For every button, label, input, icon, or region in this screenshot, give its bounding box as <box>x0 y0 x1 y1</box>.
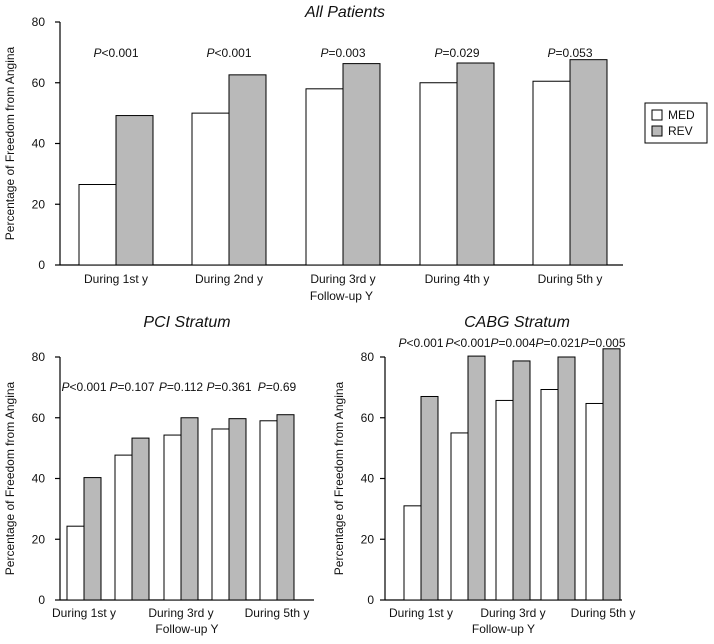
bar-med <box>259 420 278 601</box>
bar-med <box>191 112 230 266</box>
bar-med <box>540 389 559 601</box>
chart-title: PCI Stratum <box>143 314 230 331</box>
y-tick-label: 40 <box>361 472 375 486</box>
bar-rev <box>83 477 102 601</box>
bar-med <box>585 402 604 601</box>
bar-rev <box>602 348 621 601</box>
x-tick-label: During 1st y <box>389 606 453 620</box>
bar-rev <box>456 62 495 266</box>
bar-rev <box>569 59 608 266</box>
bar-rev <box>276 414 295 601</box>
chart-title: All Patients <box>304 4 385 21</box>
bar-med <box>495 399 514 601</box>
x-tick-label: During 2nd y <box>195 272 263 286</box>
p-value-label: P=0.004 <box>490 336 535 350</box>
y-tick-label: 0 <box>38 258 45 272</box>
p-value-label: P=0.69 <box>258 380 297 394</box>
legend-swatch-med <box>651 109 663 121</box>
y-axis-label: Percentage of Freedom from Angina <box>332 381 346 575</box>
bar-rev <box>342 63 381 266</box>
y-tick-label: 80 <box>32 350 46 364</box>
panel-pci-stratum: PCI Stratum 0 20 40 60 80 Percentage of Freedo… <box>3 314 314 636</box>
x-tick-label: During 5th y <box>245 606 310 620</box>
bar-med <box>419 82 458 266</box>
p-value-label: P=0.003 <box>320 46 365 60</box>
bar-rev <box>512 360 531 601</box>
x-tick-label: During 3rd y <box>480 606 545 620</box>
bar-med <box>211 428 230 601</box>
y-tick-label: 0 <box>367 593 374 607</box>
y-tick-label: 60 <box>32 76 46 90</box>
bar-rev <box>467 355 486 601</box>
p-value-label: P<0.001 <box>61 380 106 394</box>
bar-med <box>163 434 182 601</box>
panel-cabg-stratum: CABG Stratum 0 20 40 60 80 Percentage of Freed… <box>332 314 635 636</box>
bar-med <box>66 525 85 601</box>
p-value-label: P=0.021 <box>535 336 580 350</box>
x-tick-label: During 5th y <box>571 606 636 620</box>
bar-med <box>450 432 469 601</box>
x-axis-label: Follow-up Y <box>310 289 373 303</box>
y-tick-label: 60 <box>361 411 375 425</box>
p-value-label: P<0.001 <box>206 46 251 60</box>
legend-label-med: MED <box>668 108 695 122</box>
y-axis-label: Percentage of Freedom from Angina <box>3 46 17 240</box>
y-tick-label: 40 <box>32 472 46 486</box>
p-value-label: P=0.053 <box>547 46 592 60</box>
y-tick-label: 0 <box>38 593 45 607</box>
y-tick-label: 20 <box>361 532 375 546</box>
y-axis-label: Percentage of Freedom from Angina <box>3 381 17 575</box>
x-tick-label: During 3rd y <box>310 272 375 286</box>
p-value-label: P=0.361 <box>206 380 251 394</box>
x-axis-label: Follow-up Y <box>472 622 535 636</box>
y-tick-label: 20 <box>32 532 46 546</box>
legend-label-rev: REV <box>668 124 693 138</box>
bar-med <box>78 184 117 266</box>
y-tick-label: 80 <box>32 15 46 29</box>
bar-rev <box>131 437 150 601</box>
bar-med <box>532 80 571 266</box>
y-tick-label: 40 <box>32 137 46 151</box>
p-value-label: P<0.001 <box>93 46 138 60</box>
panel-all-patients: All Patients 0 20 40 60 80 Percentage of Freed… <box>3 4 623 303</box>
chart-title: CABG Stratum <box>464 314 570 331</box>
x-tick-label: During 4th y <box>425 272 490 286</box>
legend: MED REV <box>644 102 708 144</box>
p-value-label: P=0.029 <box>434 46 479 60</box>
y-tick-label: 20 <box>32 197 46 211</box>
p-value-label: P=0.112 <box>159 380 203 394</box>
bar-med <box>114 454 133 601</box>
bar-rev <box>228 74 267 266</box>
p-value-label: P=0.107 <box>109 380 154 394</box>
p-value-label: P<0.001 <box>445 336 490 350</box>
p-value-label: P=0.005 <box>580 336 625 350</box>
bar-rev <box>180 417 199 601</box>
x-tick-label: During 1st y <box>52 606 116 620</box>
x-tick-label: During 5th y <box>538 272 603 286</box>
bar-med <box>305 88 344 266</box>
p-value-label: P<0.001 <box>398 336 443 350</box>
x-axis-label: Follow-up Y <box>155 622 218 636</box>
bar-rev <box>115 115 154 266</box>
x-tick-label: During 1st y <box>84 272 148 286</box>
bar-rev <box>420 395 439 601</box>
legend-swatch-rev <box>651 125 663 137</box>
x-tick-label: During 3rd y <box>148 606 213 620</box>
bar-rev <box>557 356 576 601</box>
bar-med <box>403 505 422 601</box>
y-tick-label: 80 <box>361 350 375 364</box>
bar-rev <box>228 418 247 601</box>
y-tick-label: 60 <box>32 411 46 425</box>
